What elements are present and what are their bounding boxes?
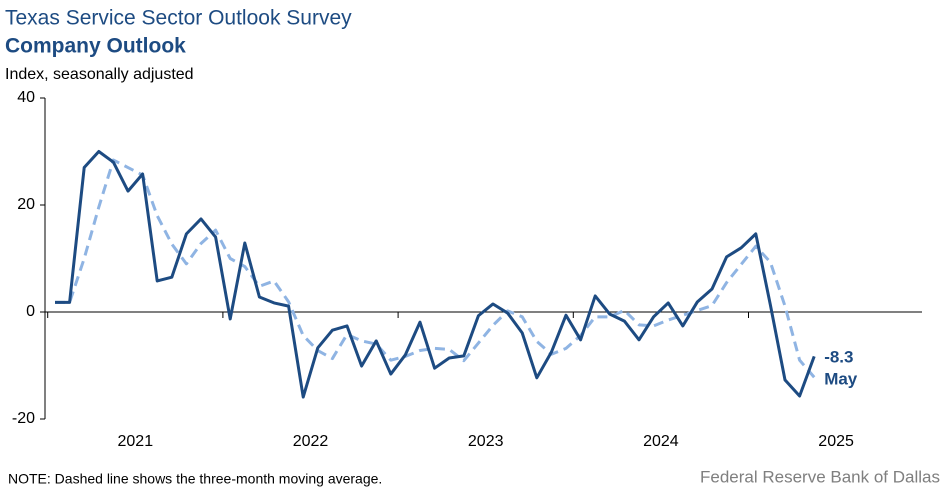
moving-average-line [55,158,816,379]
y-tick-label: 40 [17,89,35,106]
annotation: May [824,369,858,388]
x-tick-label: 2024 [643,433,679,450]
value-label: -8.3 [824,347,853,366]
x-tick-label: 2022 [293,433,329,450]
y-tick-label: -20 [12,410,35,427]
index-line [55,150,816,399]
x-tick-label: 2025 [818,433,854,450]
y-tick-label: 20 [17,196,35,213]
x-tick-label: 2021 [118,433,154,450]
chart-subtitle: Company Outlook [5,35,186,58]
y-tick-label: 0 [26,303,35,320]
x-tick-label: 2023 [468,433,504,450]
note: NOTE: Dashed line shows the three-month … [8,471,382,487]
chart-title: Texas Service Sector Outlook Survey [5,7,352,30]
y-axis-label: Index, seasonally adjusted [5,66,194,83]
source: Federal Reserve Bank of Dallas [700,467,940,486]
